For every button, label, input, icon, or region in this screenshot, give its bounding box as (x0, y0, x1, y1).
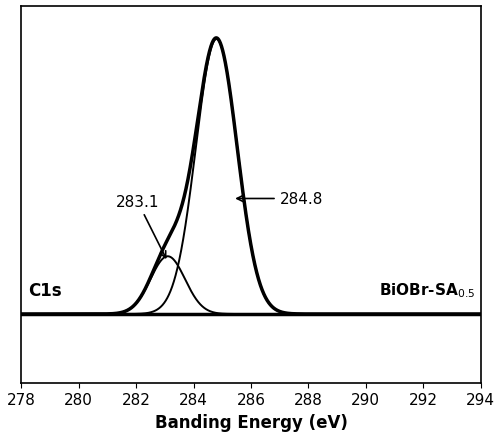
Text: BiOBr-SA$_{0.5}$: BiOBr-SA$_{0.5}$ (378, 281, 474, 299)
X-axis label: Banding Energy (eV): Banding Energy (eV) (154, 413, 347, 431)
Text: 284.8: 284.8 (236, 191, 323, 206)
Text: C1s: C1s (29, 281, 62, 299)
Text: 283.1: 283.1 (116, 195, 165, 258)
